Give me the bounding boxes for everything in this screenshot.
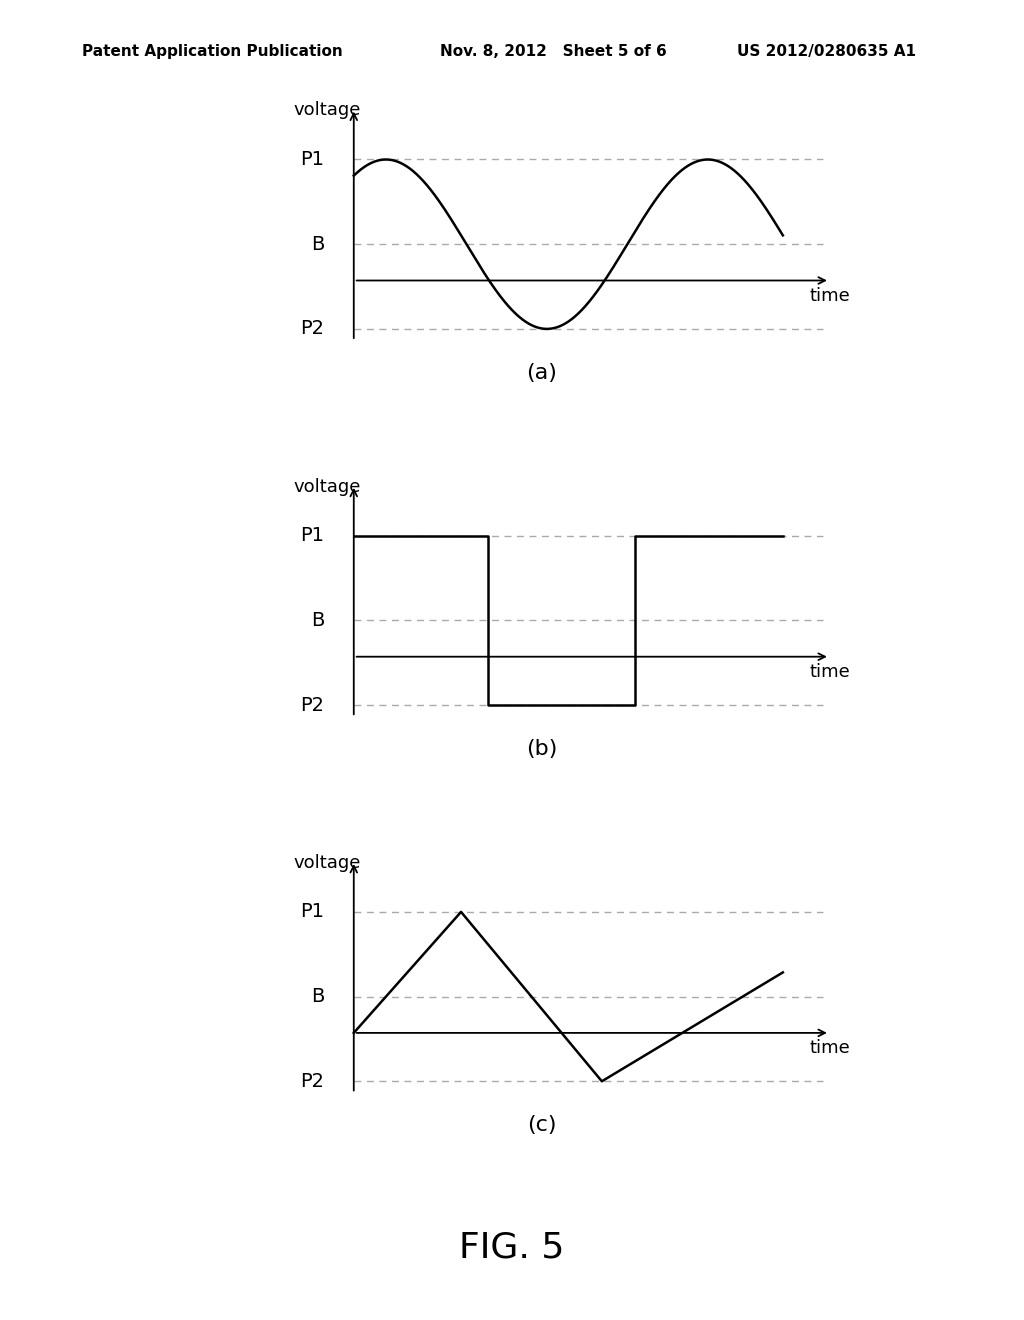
Text: Patent Application Publication: Patent Application Publication [82, 44, 343, 58]
Text: (c): (c) [526, 1115, 556, 1135]
Text: P2: P2 [300, 1072, 325, 1090]
Text: B: B [311, 987, 325, 1006]
Text: (a): (a) [526, 363, 557, 383]
Text: time: time [809, 663, 850, 681]
Text: P1: P1 [300, 150, 325, 169]
Text: P1: P1 [300, 527, 325, 545]
Text: B: B [311, 611, 325, 630]
Text: Nov. 8, 2012   Sheet 5 of 6: Nov. 8, 2012 Sheet 5 of 6 [440, 44, 667, 58]
Text: P2: P2 [300, 696, 325, 714]
Text: time: time [809, 286, 850, 305]
Text: voltage: voltage [294, 102, 360, 119]
Text: P2: P2 [300, 319, 325, 338]
Text: (b): (b) [525, 739, 557, 759]
Text: P1: P1 [300, 903, 325, 921]
Text: time: time [809, 1039, 850, 1057]
Text: FIG. 5: FIG. 5 [460, 1230, 564, 1265]
Text: voltage: voltage [294, 854, 360, 871]
Text: voltage: voltage [294, 478, 360, 495]
Text: US 2012/0280635 A1: US 2012/0280635 A1 [737, 44, 916, 58]
Text: B: B [311, 235, 325, 253]
